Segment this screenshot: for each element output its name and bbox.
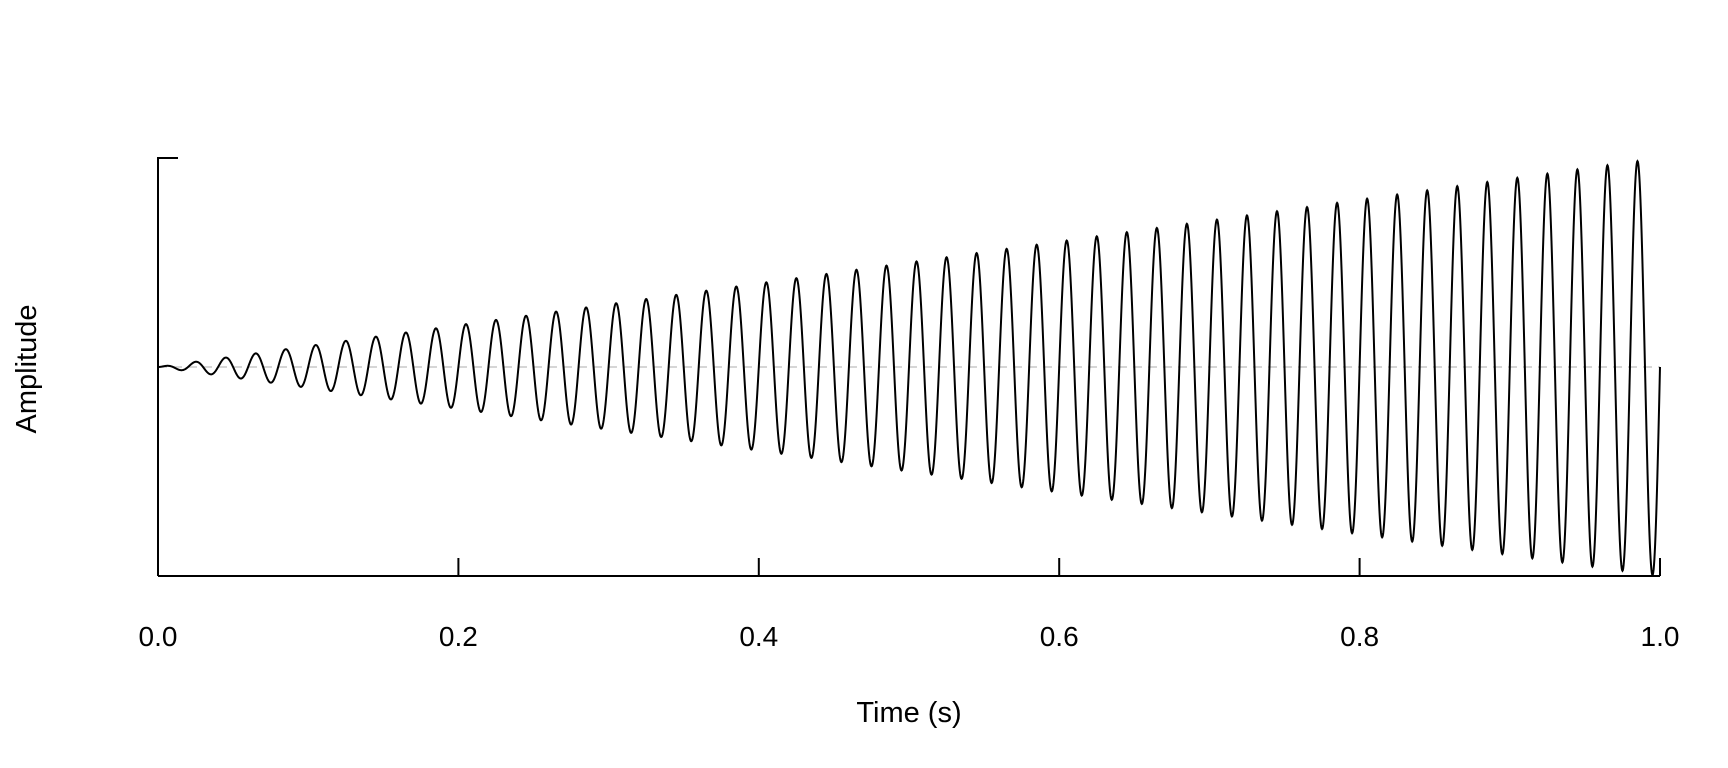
- y-axis: [157, 157, 178, 576]
- x-axis-title: Time (s): [856, 697, 961, 729]
- x-tick-label: 1.0: [1641, 621, 1680, 652]
- series-line: [158, 159, 1661, 577]
- x-axis: 0.0 0.2 0.4 0.6 0.8 1.0: [139, 558, 1680, 652]
- x-tick-label: 0.6: [1040, 621, 1079, 652]
- y-axis-title: Amplitude: [11, 305, 43, 434]
- x-tick-label: 0.4: [739, 621, 778, 652]
- plot-area: [158, 159, 1661, 577]
- x-tick-label: 0.8: [1340, 621, 1379, 652]
- x-tick-label: 0.2: [439, 621, 478, 652]
- x-tick-label: 0.0: [139, 621, 178, 652]
